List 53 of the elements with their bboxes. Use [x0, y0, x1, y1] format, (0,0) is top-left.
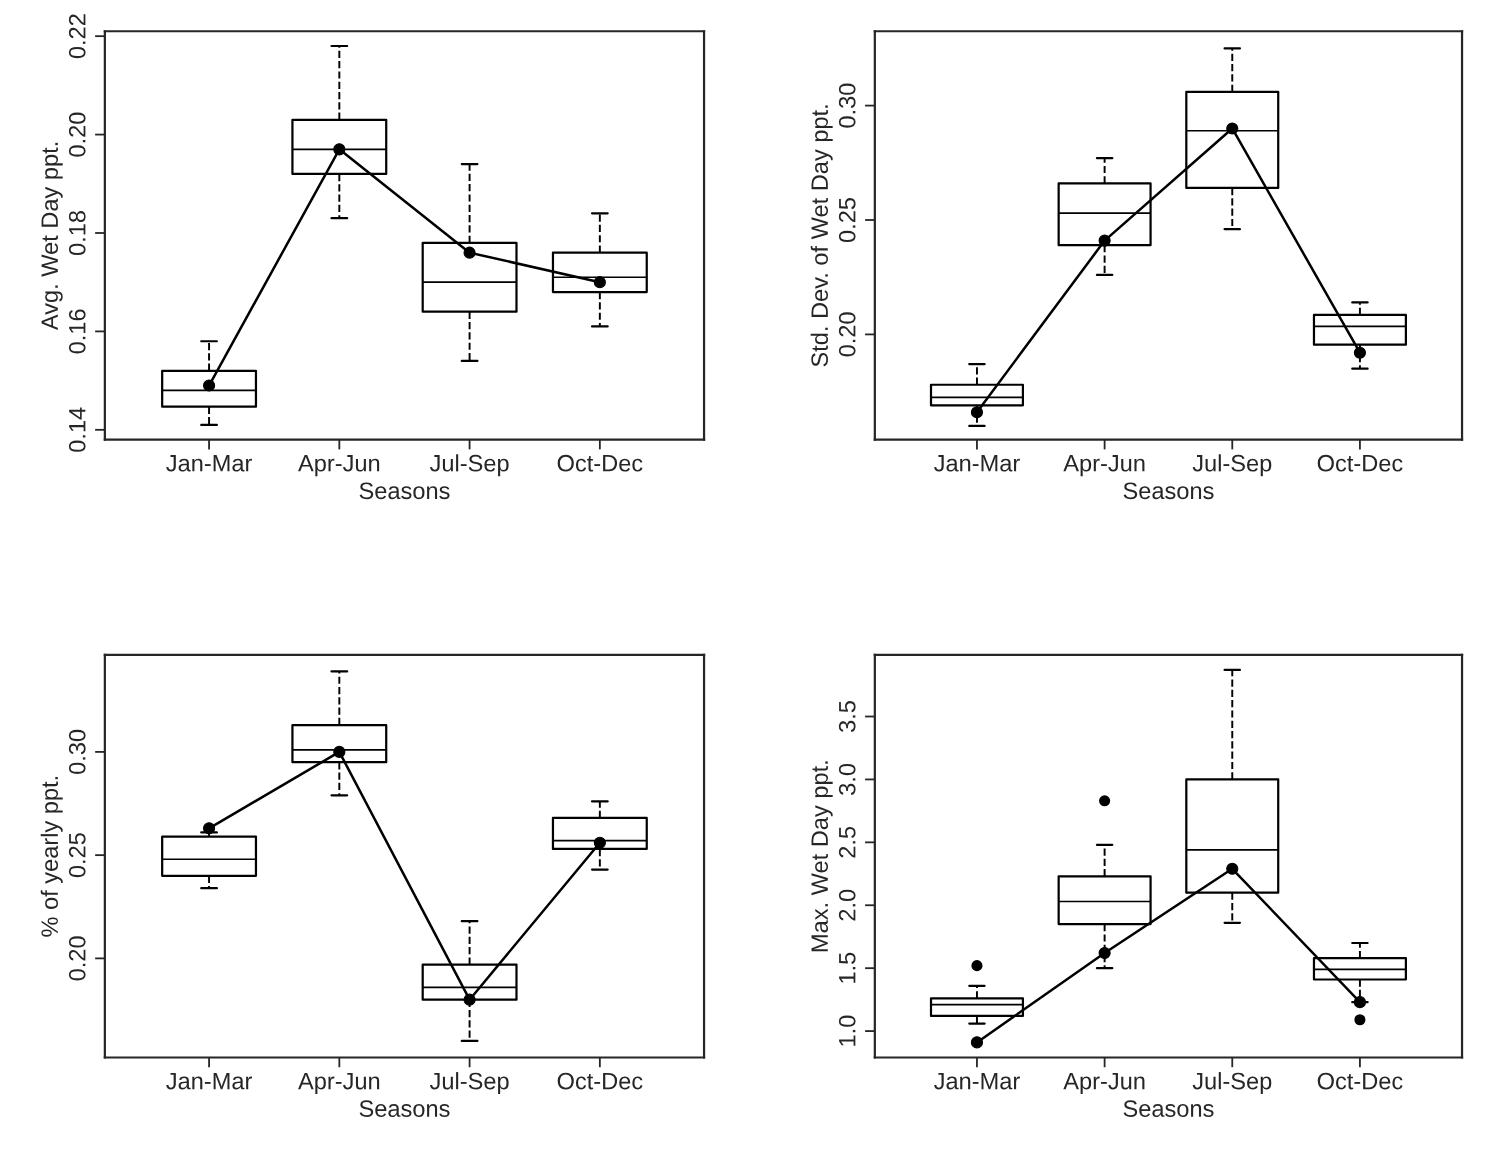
y-tick-label: 0.18: [68, 211, 86, 256]
point: [1098, 946, 1111, 960]
x-axis-title: Seasons: [1123, 482, 1214, 500]
y-tick-label: 3.5: [838, 701, 856, 733]
point: [202, 822, 216, 835]
y-tick-label: 0.20: [838, 312, 856, 357]
x-tick-label: Jan-Mar: [166, 1072, 252, 1090]
x-axis-title: Seasons: [359, 482, 450, 500]
y-tick-label: 1.0: [838, 1015, 856, 1046]
x-tick-label: Jan-Mar: [166, 455, 252, 472]
y-tick-label: 1.5: [839, 952, 856, 983]
y-tick-label: 0.22: [68, 14, 86, 59]
x-tick-label: Apr-Jun: [298, 1072, 380, 1095]
x-tick-label: Apr-Jun: [1063, 1072, 1145, 1095]
x-tick-label: Jan-Mar: [934, 1072, 1020, 1090]
y-axis-title: Std. Dev. of Wet Day ppt.: [810, 105, 833, 367]
y-tick-label: 2.5: [838, 826, 856, 858]
y-axis-title: Avg. Wet Day ppt.: [41, 142, 63, 331]
x-axis-title: Seasons: [359, 1100, 450, 1117]
x-tick-label: Apr-Jun: [1063, 455, 1145, 477]
point: [970, 406, 984, 419]
point: [463, 246, 476, 259]
x-tick-label: Jul-Sep: [429, 454, 509, 477]
point: [1353, 346, 1366, 359]
x-tick-label: Jul-Sep: [429, 1072, 509, 1095]
y-tick-label: 3.0: [838, 763, 856, 795]
x-tick-label: Oct-Dec: [557, 454, 643, 472]
y-tick-label: 0.30: [838, 83, 856, 128]
x-tick-label: Jul-Sep: [1192, 1072, 1272, 1095]
x-tick-label: Oct-Dec: [1317, 1072, 1403, 1090]
point: [1353, 996, 1366, 1009]
point: [593, 276, 606, 289]
y-tick-label: 0.25: [68, 833, 86, 878]
x-axis-title: Seasons: [1123, 1100, 1214, 1117]
y-tick-label: 0.14: [68, 407, 86, 452]
x-tick-label: Jul-Sep: [1192, 454, 1272, 477]
point: [970, 1036, 984, 1049]
y-tick-label: 0.25: [838, 198, 856, 243]
y-tick-label: 0.20: [68, 936, 86, 981]
y-tick-label: 0.30: [68, 729, 86, 774]
point: [202, 379, 216, 392]
x-tick-label: Jan-Mar: [934, 455, 1020, 472]
point: [1226, 862, 1239, 875]
x-tick-label: Oct-Dec: [557, 1072, 643, 1090]
y-tick-label: 2.0: [838, 889, 856, 921]
y-tick-label: 0.16: [68, 309, 86, 354]
y-axis-title: % of yearly ppt.: [40, 776, 63, 937]
y-axis-title: Max. Wet Day ppt.: [811, 761, 833, 952]
point: [1098, 234, 1111, 247]
point: [463, 993, 476, 1006]
x-tick-label: Oct-Dec: [1317, 454, 1403, 472]
x-tick-label: Apr-Jun: [298, 455, 380, 477]
y-tick-label: 0.20: [68, 112, 86, 157]
